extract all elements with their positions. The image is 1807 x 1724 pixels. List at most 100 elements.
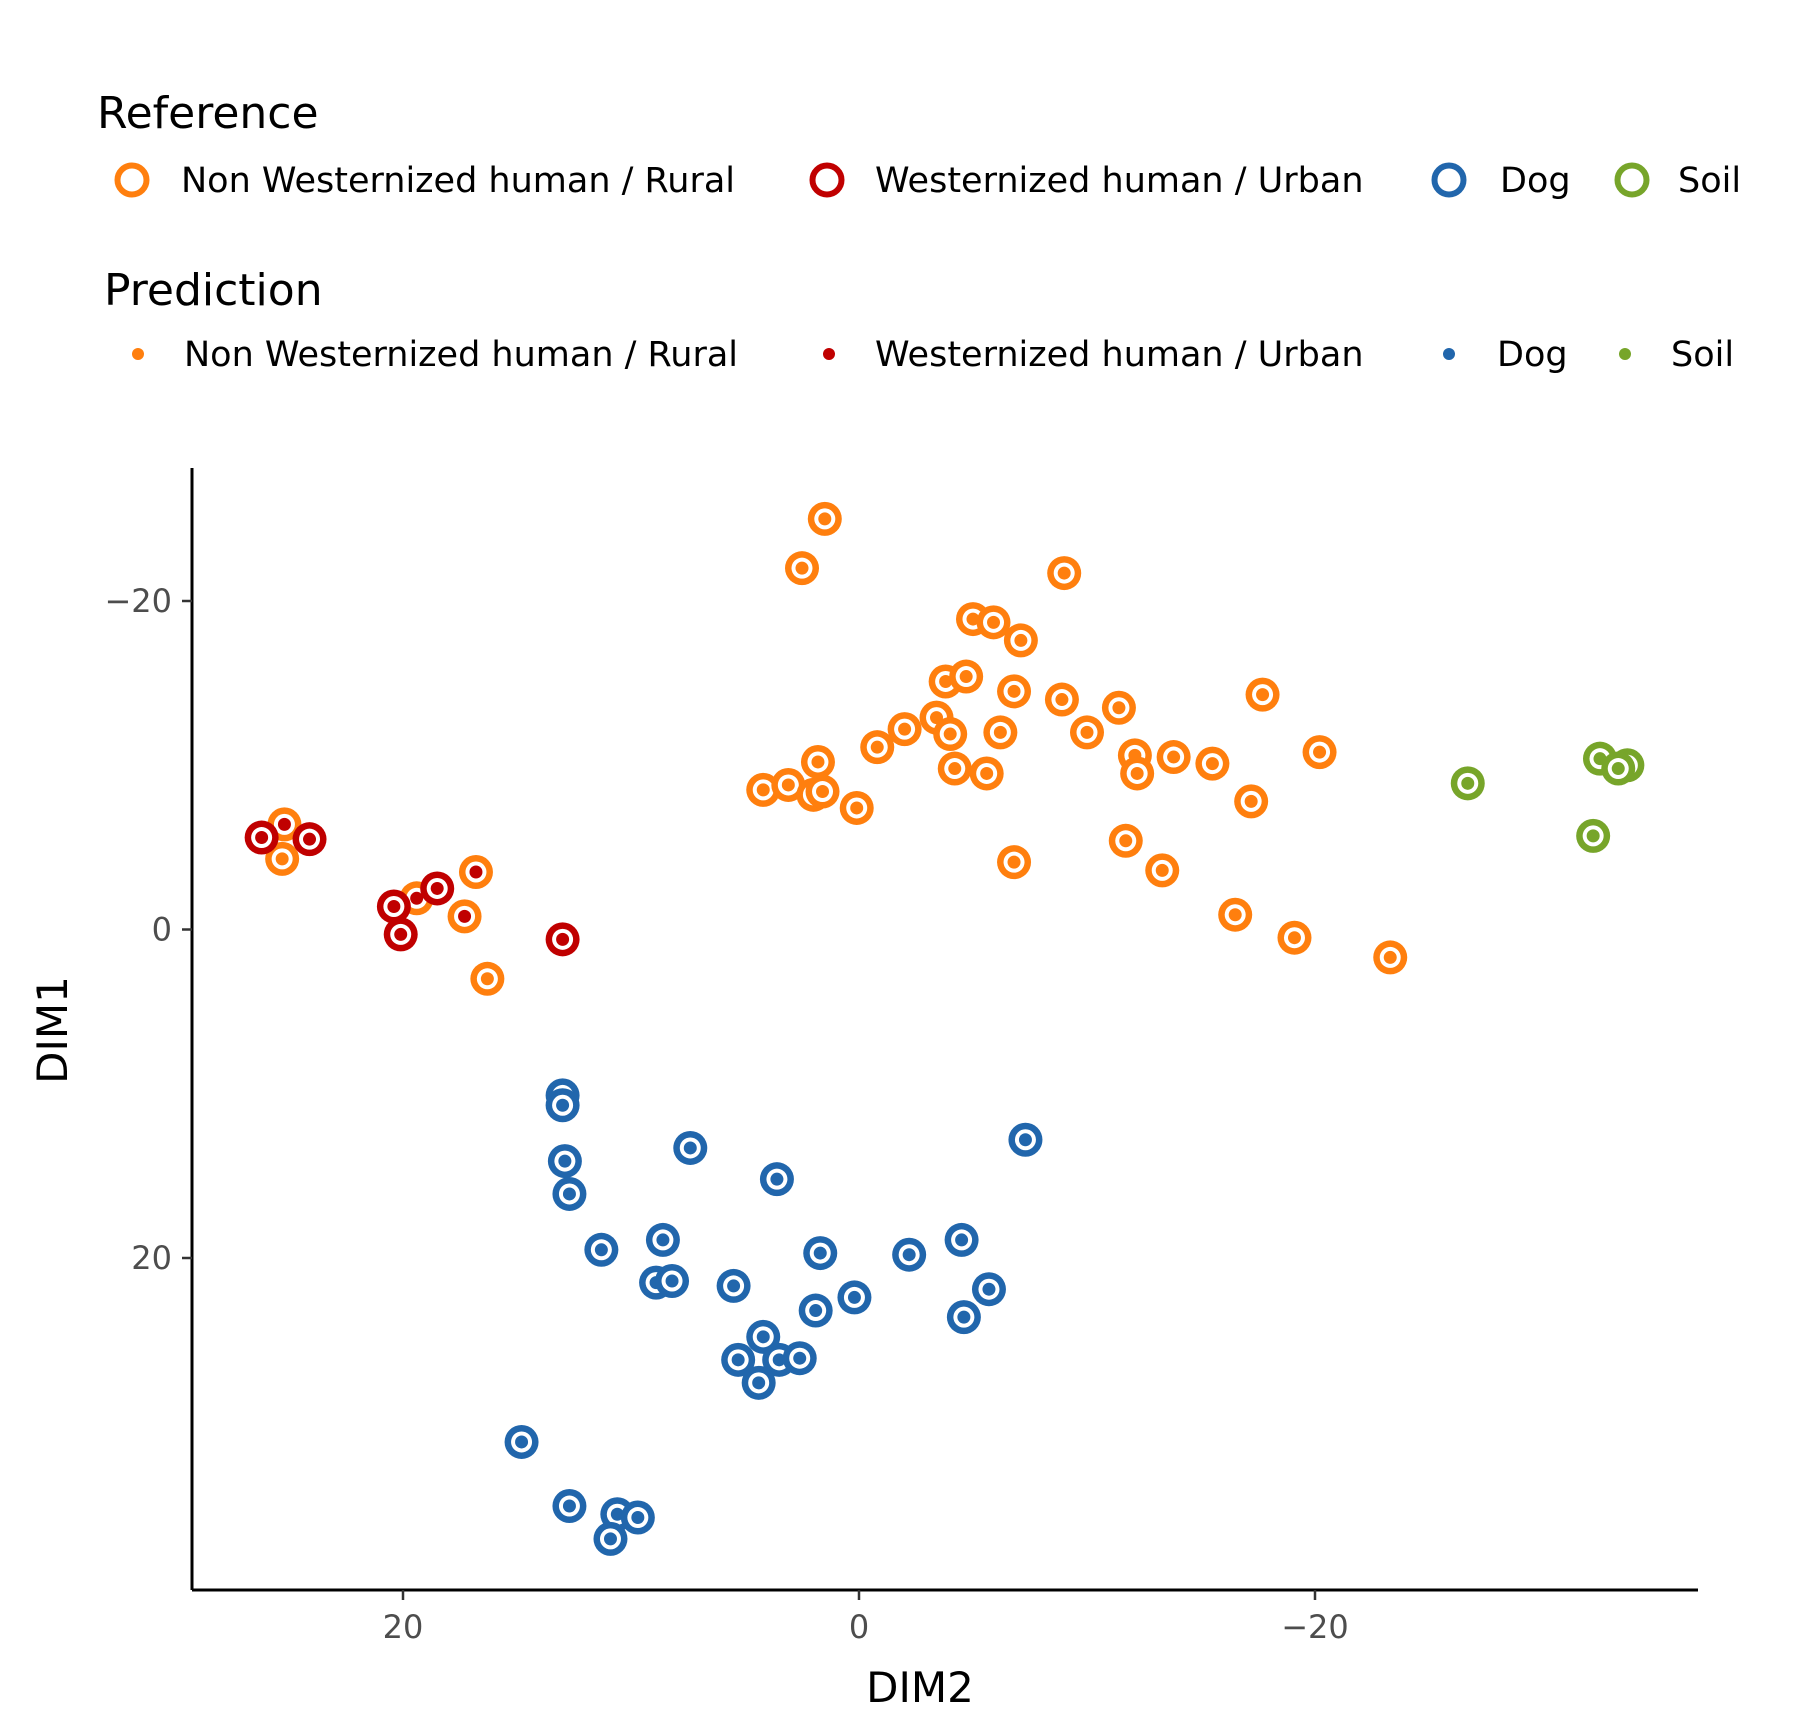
data-point: [1108, 823, 1143, 858]
y-tick-label: 0: [152, 911, 172, 949]
prediction-dot: [902, 1248, 916, 1262]
data-point: [552, 1176, 587, 1211]
prediction-dot: [1080, 725, 1094, 739]
prediction-dot: [594, 1243, 608, 1257]
prediction-dot: [480, 972, 494, 986]
legend-ring-marker: [1614, 162, 1650, 198]
prediction-dot: [939, 674, 953, 688]
prediction-dot: [809, 1304, 823, 1318]
data-point: [376, 889, 411, 924]
prediction-dot: [980, 766, 994, 780]
y-tick-label: −20: [104, 582, 172, 620]
prediction-dot: [850, 801, 864, 815]
prediction-dot: [847, 1290, 861, 1304]
prediction-dot: [818, 512, 832, 526]
prediction-dot: [793, 1351, 807, 1365]
prediction-dot: [955, 1233, 969, 1247]
data-point: [504, 1424, 539, 1459]
prediction-dot: [683, 1141, 697, 1155]
prediction-dot: [556, 932, 570, 946]
data-point: [1120, 756, 1155, 791]
legend-entry-soil: Soil: [1619, 335, 1734, 375]
x-tick-label: 0: [849, 1608, 869, 1646]
x-axis-title: DIM2: [866, 1663, 974, 1712]
legend-dot-marker: [132, 348, 144, 360]
data-point: [839, 790, 874, 825]
prediction-dot: [275, 852, 289, 866]
prediction-dot: [656, 1233, 670, 1247]
legend-entry-urban: Westernized human / Urban: [823, 335, 1364, 375]
legend-reference-title: Reference: [97, 88, 319, 139]
prediction-dot: [957, 1310, 971, 1324]
legend-ring-marker: [114, 162, 150, 198]
prediction-dot: [1130, 766, 1144, 780]
prediction-dot: [982, 1282, 996, 1296]
data-point: [805, 774, 840, 809]
data-point: [887, 712, 922, 747]
legend-label-urban: Westernized human / Urban: [875, 161, 1364, 201]
data-point: [1245, 677, 1280, 712]
data-point: [1218, 897, 1253, 932]
prediction-dot: [727, 1279, 741, 1293]
prediction-dot: [813, 1246, 827, 1260]
data-point: [1008, 1122, 1043, 1157]
prediction-dot: [303, 832, 317, 846]
prediction-dot: [410, 891, 424, 905]
data-point: [1195, 746, 1230, 781]
data-point: [983, 715, 1018, 750]
x-tick-label: −20: [1281, 1608, 1349, 1646]
legend-prediction: Prediction Non Westernized human / Rural…: [104, 265, 1734, 375]
prediction-dot: [756, 783, 770, 797]
data-point: [244, 820, 279, 855]
legend-label-soil: Soil: [1671, 335, 1734, 375]
data-point: [292, 822, 327, 857]
data-point: [741, 1365, 776, 1400]
data-point: [420, 871, 455, 906]
data-point: [655, 1263, 690, 1298]
prediction-dot: [966, 612, 980, 626]
data-point: [997, 845, 1032, 880]
data-point: [584, 1232, 619, 1267]
data-point: [937, 751, 972, 786]
data-point: [798, 1293, 833, 1328]
prediction-dot: [1167, 750, 1181, 764]
data-point: [944, 1222, 979, 1257]
data-point: [447, 899, 482, 934]
data-point: [1070, 715, 1104, 750]
legend-ring-marker: [1431, 162, 1467, 198]
data-point: [1101, 690, 1136, 725]
prediction-dot: [394, 927, 408, 941]
legend-entry-rural: Non Westernized human / Rural: [114, 161, 735, 201]
prediction-dot: [558, 1154, 572, 1168]
prediction-dot: [1244, 794, 1258, 808]
data-point: [1601, 751, 1636, 786]
y-axis-ticks: −20 0 20: [104, 582, 192, 1277]
prediction-dot: [752, 1376, 766, 1390]
prediction-dot: [430, 881, 444, 895]
x-tick-label: 20: [383, 1608, 424, 1646]
prediction-dot: [959, 670, 973, 684]
data-point: [645, 1222, 680, 1257]
legend-prediction-entries: Non Westernized human / Rural Westernized…: [132, 335, 1734, 375]
prediction-dot: [816, 785, 830, 799]
prediction-dot: [631, 1511, 645, 1525]
x-axis-ticks: 20 0 −20: [383, 1590, 1349, 1646]
prediction-dot: [1018, 1133, 1032, 1147]
prediction-dot: [277, 817, 291, 831]
prediction-dot: [1055, 693, 1069, 707]
legend-label-dog: Dog: [1500, 161, 1571, 201]
plot-area: 20 0 −20 −20 0 20: [104, 468, 1698, 1646]
data-point: [620, 1500, 655, 1535]
prediction-dot: [1256, 688, 1270, 702]
prediction-dot: [562, 1499, 576, 1513]
prediction-dot: [469, 865, 483, 879]
prediction-dot: [610, 1507, 624, 1521]
legend-dot-marker: [1443, 348, 1455, 360]
data-point: [1373, 940, 1408, 975]
y-axis-title: DIM1: [28, 976, 77, 1084]
data-point: [1156, 740, 1191, 775]
legend-entry-dog: Dog: [1443, 335, 1568, 375]
y-tick-label: 20: [131, 1239, 172, 1277]
data-point: [759, 1162, 794, 1197]
prediction-dot: [898, 722, 912, 736]
